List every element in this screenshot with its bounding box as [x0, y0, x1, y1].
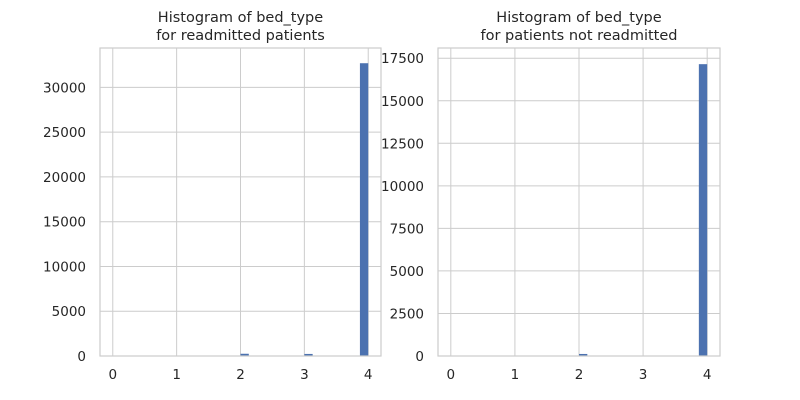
plot-area: 0 1 2 3 4 0 2500 5000 7500 10000 12500 15000 17500	[381, 47, 721, 383]
plot-area: 0 1 2 3 4 0 5000 10000 15000 20000 25000 30000	[43, 47, 382, 383]
histogram-bar	[579, 353, 588, 356]
x-tick-label: 0	[447, 367, 456, 383]
subplot-readmitted: Histogram of bed_type for readmitted pat…	[43, 10, 382, 383]
chart-title-line-1: Histogram of bed_type	[158, 10, 323, 26]
y-tick-label: 25000	[43, 125, 86, 141]
plot-frame	[437, 47, 721, 357]
y-tick-label: 2500	[390, 306, 424, 322]
y-tick-label: 10000	[43, 259, 86, 275]
y-tick-label: 0	[77, 349, 86, 365]
y-tick-label: 20000	[43, 170, 86, 186]
y-tick-label: 5000	[390, 264, 424, 280]
x-tick-label: 2	[575, 367, 584, 383]
y-tick-label: 30000	[43, 80, 86, 96]
y-tick-label: 7500	[390, 221, 424, 237]
y-tick-label: 10000	[381, 179, 424, 195]
x-tick-label: 4	[364, 367, 373, 383]
histogram-bar	[359, 63, 369, 356]
histogram-bar	[240, 353, 249, 356]
plot-frame	[99, 47, 382, 357]
y-tick-label: 0	[415, 349, 424, 365]
x-tick-label: 1	[172, 367, 181, 383]
x-tick-label: 0	[108, 367, 117, 383]
subplot-not-readmitted: Histogram of bed_type for patients not r…	[381, 10, 721, 383]
histogram-bar	[698, 64, 708, 357]
y-tick-label: 15000	[43, 215, 86, 231]
chart-title-line-2: for readmitted patients	[156, 28, 325, 44]
y-tick-label: 15000	[381, 94, 424, 110]
x-tick-label: 3	[639, 367, 648, 383]
y-tick-label: 17500	[381, 51, 424, 67]
x-tick-label: 4	[703, 367, 712, 383]
histogram-bar	[304, 353, 313, 356]
y-tick-label: 12500	[381, 136, 424, 152]
x-tick-label: 1	[511, 367, 520, 383]
y-tick-label: 5000	[52, 304, 86, 320]
x-tick-label: 3	[300, 367, 309, 383]
chart-title-line-1: Histogram of bed_type	[496, 10, 661, 26]
chart-title-line-2: for patients not readmitted	[481, 28, 678, 44]
x-tick-label: 2	[236, 367, 245, 383]
